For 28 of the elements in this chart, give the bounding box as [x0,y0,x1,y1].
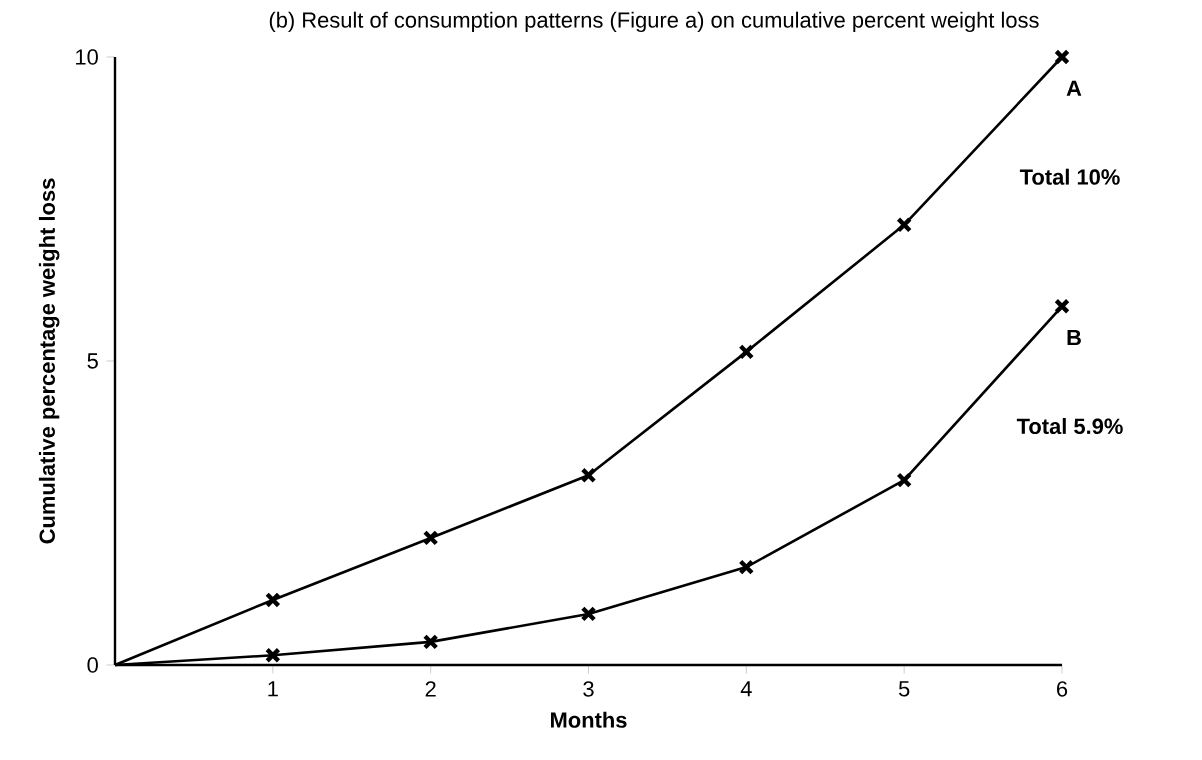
chart-title: (b) Result of consumption patterns (Figure a) on cumulative percent weight loss [269,11,1039,33]
x-tick-label: 5 [898,681,910,697]
point [896,216,912,233]
point [422,530,439,546]
point [580,467,597,484]
y-tick-label: 10 [76,49,98,65]
x-tick-label: 1 [268,681,278,697]
y-tick-label: 5 [87,353,98,369]
point [738,344,755,360]
y-tick-label: 0 [87,657,98,673]
annotation: Total 5.9% [1016,417,1123,435]
series-label: A [1066,80,1082,96]
point [1054,298,1070,315]
series-label: B [1067,330,1081,346]
point [896,472,912,488]
y-axis-title: Cumulative percentage weight loss [38,178,60,544]
point [265,647,281,664]
x-tick-label: 4 [740,681,752,697]
x-tick-label: 3 [583,681,594,697]
point [580,606,597,622]
point [1054,49,1070,65]
point [265,592,281,608]
x-tick-label: 6 [1057,681,1068,697]
x-tick-label: 2 [425,681,436,697]
annotation: Total 10% [1019,168,1120,185]
x-axis-title: Months [551,711,627,728]
point [422,634,439,650]
point [738,559,755,575]
